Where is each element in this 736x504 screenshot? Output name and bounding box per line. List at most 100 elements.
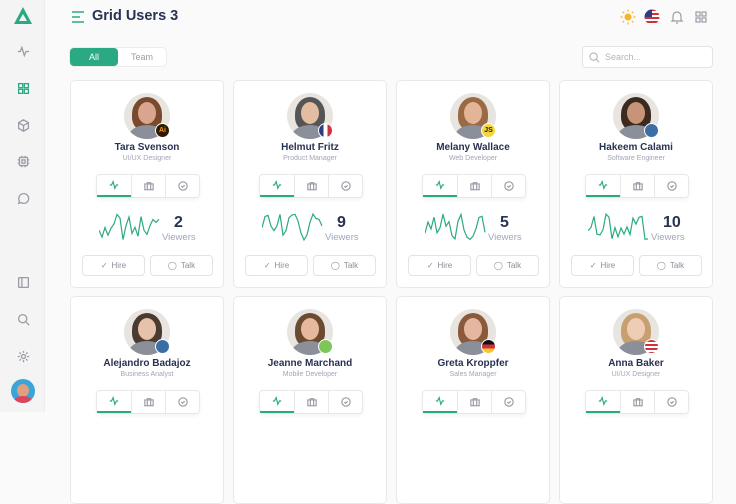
user-role: Software Engineer — [607, 155, 665, 162]
bell-icon[interactable] — [669, 9, 685, 25]
activity-icon — [435, 396, 445, 406]
badge-label: JS — [484, 127, 493, 134]
briefcase-icon — [143, 398, 154, 407]
hire-button[interactable]: ✓ Hire — [245, 255, 308, 276]
tab-activity[interactable] — [586, 391, 620, 413]
activity-icon — [435, 180, 445, 190]
user-card: JS Melany Wallace Web Developer 5 Viewer… — [396, 80, 550, 288]
menu-icon[interactable] — [71, 11, 85, 23]
filter-all-button[interactable]: All — [70, 48, 118, 66]
check-circle-icon — [340, 181, 351, 191]
check-icon: ✓ — [263, 261, 271, 270]
settings-icon[interactable] — [13, 346, 33, 366]
sun-icon[interactable] — [620, 9, 636, 25]
hire-button[interactable]: ✓ Hire — [82, 255, 145, 276]
activity-icon — [272, 396, 282, 406]
viewers-count: 5 — [500, 214, 509, 231]
viewers-label: Viewers — [162, 232, 196, 243]
tab-activity[interactable] — [423, 175, 457, 197]
tab-activity[interactable] — [97, 391, 131, 413]
search-input[interactable]: Search... — [582, 46, 713, 68]
activity-icon — [109, 180, 119, 190]
user-card: Jeanne Marchand Mobile Developer — [233, 296, 387, 504]
viewers-count: 2 — [174, 214, 183, 231]
talk-label: Talk — [343, 261, 359, 270]
user-name: Hakeem Calami — [599, 142, 673, 153]
tab-work[interactable] — [457, 175, 491, 197]
tab-tasks[interactable] — [328, 391, 362, 413]
message-icon[interactable] — [13, 188, 33, 208]
tab-activity[interactable] — [586, 175, 620, 197]
logo-icon[interactable] — [13, 6, 33, 26]
grid-icon[interactable] — [13, 78, 33, 98]
user-avatar[interactable] — [11, 379, 35, 403]
skill-badge-illustrator: Ai — [155, 123, 170, 138]
hire-label: Hire — [111, 261, 127, 270]
user-avatar[interactable] — [450, 93, 496, 139]
tab-work[interactable] — [131, 391, 165, 413]
tab-work[interactable] — [131, 175, 165, 197]
tab-tasks[interactable] — [491, 175, 525, 197]
search-icon[interactable] — [13, 309, 33, 329]
briefcase-icon — [469, 398, 480, 407]
talk-label: Talk — [506, 261, 522, 270]
viewers-sparkline — [99, 213, 160, 240]
activity-icon[interactable] — [13, 41, 33, 61]
search-icon — [589, 52, 600, 63]
card-tabs — [259, 174, 363, 198]
tab-tasks[interactable] — [654, 391, 688, 413]
box-icon[interactable] — [13, 115, 33, 135]
talk-button[interactable]: ◯ Talk — [313, 255, 376, 276]
user-role: Business Analyst — [120, 371, 174, 378]
tab-tasks[interactable] — [654, 175, 688, 197]
user-name: Melany Wallace — [436, 142, 510, 153]
talk-button[interactable]: ◯ Talk — [639, 255, 702, 276]
hire-button[interactable]: ✓ Hire — [571, 255, 634, 276]
cpu-icon[interactable] — [13, 151, 33, 171]
talk-label: Talk — [180, 261, 196, 270]
tab-activity[interactable] — [97, 175, 131, 197]
briefcase-icon — [143, 182, 154, 191]
badge-label: Ai — [159, 127, 166, 134]
card-tabs — [259, 390, 363, 414]
viewers-label: Viewers — [651, 232, 685, 243]
tab-work[interactable] — [620, 391, 654, 413]
tab-work[interactable] — [457, 391, 491, 413]
check-circle-icon — [177, 397, 188, 407]
talk-button[interactable]: ◯ Talk — [150, 255, 213, 276]
skill-badge-python — [644, 123, 659, 138]
skill-badge-python — [155, 339, 170, 354]
card-tabs — [585, 174, 689, 198]
check-circle-icon — [503, 181, 514, 191]
language-flag-icon[interactable] — [644, 9, 660, 25]
tab-activity[interactable] — [260, 175, 294, 197]
talk-button[interactable]: ◯ Talk — [476, 255, 539, 276]
activity-icon — [109, 396, 119, 406]
card-tabs — [585, 390, 689, 414]
tab-tasks[interactable] — [165, 175, 199, 197]
hire-button[interactable]: ✓ Hire — [408, 255, 471, 276]
viewers-label: Viewers — [325, 232, 359, 243]
sidebar-panel-icon[interactable] — [13, 272, 33, 292]
sidebar — [0, 0, 45, 412]
hire-label: Hire — [437, 261, 453, 270]
user-role: Mobile Developer — [282, 371, 338, 378]
tab-work[interactable] — [620, 175, 654, 197]
tab-activity[interactable] — [423, 391, 457, 413]
user-card: Greta Kroppfer Sales Manager — [396, 296, 550, 504]
chat-icon: ◯ — [330, 261, 340, 270]
user-name: Tara Svenson — [114, 142, 180, 153]
check-circle-icon — [177, 181, 188, 191]
check-icon: ✓ — [100, 261, 108, 270]
tab-tasks[interactable] — [491, 391, 525, 413]
user-role: Product Manager — [283, 155, 337, 162]
tab-tasks[interactable] — [328, 175, 362, 197]
skill-badge-javascript: JS — [481, 123, 496, 138]
briefcase-icon — [632, 182, 643, 191]
tab-work[interactable] — [294, 175, 328, 197]
filter-team-button[interactable]: Team — [130, 52, 153, 62]
apps-icon[interactable] — [693, 9, 709, 25]
tab-work[interactable] — [294, 391, 328, 413]
tab-tasks[interactable] — [165, 391, 199, 413]
tab-activity[interactable] — [260, 391, 294, 413]
